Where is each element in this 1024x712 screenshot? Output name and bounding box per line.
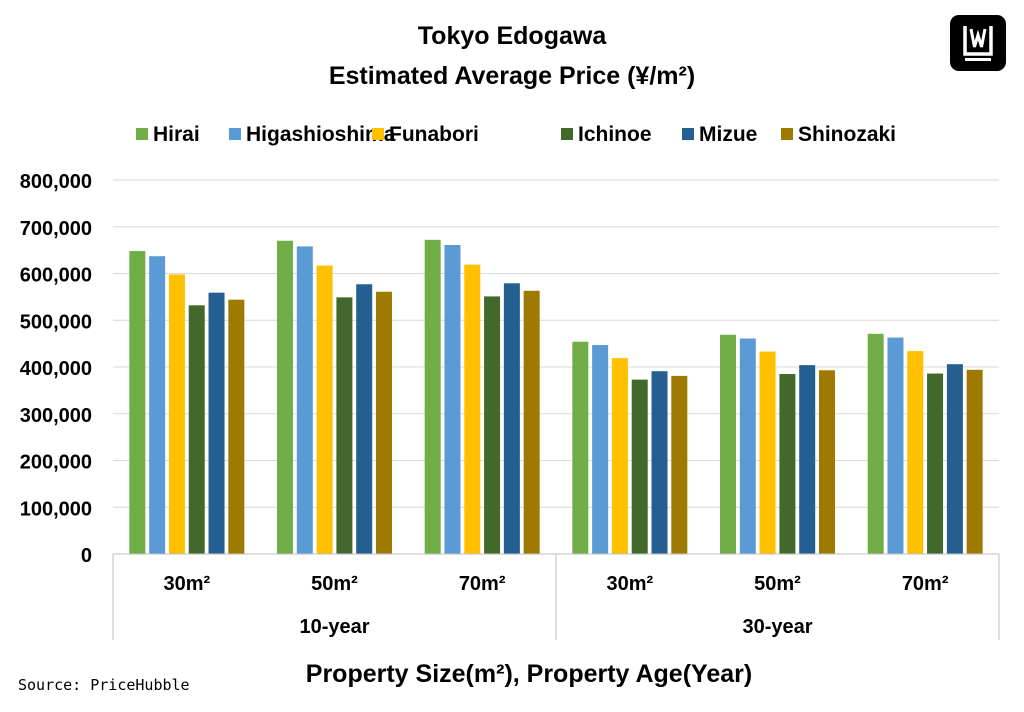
legend-swatch xyxy=(229,128,241,140)
bars xyxy=(129,239,983,555)
source-note: Source: PriceHubble xyxy=(18,676,190,694)
x-tick-label: 70m² xyxy=(459,573,506,595)
bar-hirai-4 xyxy=(720,334,736,554)
bar-higashioshima-4 xyxy=(739,338,756,554)
bar-ichinoe-4 xyxy=(779,374,796,554)
bar-shinozaki-1 xyxy=(376,291,392,554)
bar-mizue-0 xyxy=(208,292,225,554)
legend-swatch xyxy=(682,128,694,140)
bar-mizue-5 xyxy=(946,364,963,554)
y-tick-label: 300,000 xyxy=(20,405,92,427)
bar-mizue-4 xyxy=(799,365,816,554)
legend-swatch xyxy=(781,128,793,140)
y-tick-label: 700,000 xyxy=(20,218,92,240)
x-group-label: 30-year xyxy=(742,616,812,638)
bar-shinozaki-4 xyxy=(819,370,835,554)
x-tick-label: 50m² xyxy=(754,573,801,595)
x-tick-label: 30m² xyxy=(163,573,210,595)
bar-higashioshima-1 xyxy=(296,246,313,554)
bar-funabori-4 xyxy=(759,351,776,554)
legend-swatch xyxy=(372,128,384,140)
legend-label: Mizue xyxy=(699,123,757,146)
bar-hirai-1 xyxy=(277,240,293,554)
y-tick-label: 400,000 xyxy=(20,358,92,380)
legend-swatch xyxy=(561,128,573,140)
bar-shinozaki-5 xyxy=(966,369,983,554)
bar-hirai-2 xyxy=(424,239,441,554)
x-tick-label: 50m² xyxy=(311,573,358,595)
x-tick-label: 70m² xyxy=(902,573,949,595)
legend-label: Funabori xyxy=(389,123,479,146)
bar-mizue-3 xyxy=(651,371,668,554)
bar-hirai-3 xyxy=(572,341,589,554)
bar-shinozaki-3 xyxy=(671,375,688,554)
bar-higashioshima-3 xyxy=(592,345,609,554)
y-tick-label: 800,000 xyxy=(20,171,92,193)
legend-label: Ichinoe xyxy=(578,123,652,146)
bar-shinozaki-2 xyxy=(523,290,540,554)
bar-funabori-5 xyxy=(907,351,924,554)
bar-ichinoe-5 xyxy=(927,373,944,554)
bar-shinozaki-0 xyxy=(228,299,245,554)
legend-swatch xyxy=(136,128,148,140)
bar-funabori-1 xyxy=(316,265,333,554)
bar-mizue-2 xyxy=(503,283,520,554)
bar-funabori-2 xyxy=(464,264,481,554)
bar-funabori-0 xyxy=(168,274,185,554)
chart-title: Tokyo Edogawa xyxy=(417,22,607,50)
bar-ichinoe-1 xyxy=(336,297,353,554)
bar-higashioshima-2 xyxy=(444,244,461,555)
x-group-label: 10-year xyxy=(299,616,369,638)
bar-funabori-3 xyxy=(611,358,628,554)
bar-hirai-0 xyxy=(129,251,146,554)
bar-higashioshima-5 xyxy=(887,337,904,554)
y-tick-label: 200,000 xyxy=(20,452,92,474)
gridlines xyxy=(113,179,999,508)
bar-higashioshima-0 xyxy=(149,256,166,554)
chart-subtitle: Estimated Average Price (¥/m²) xyxy=(328,62,696,90)
bar-hirai-5 xyxy=(867,333,884,554)
x-axis: 30m² 50m² 70m² 30m² 50m² 70m² 10-year 30-year xyxy=(112,553,1000,640)
bar-ichinoe-3 xyxy=(631,379,648,554)
bar-ichinoe-2 xyxy=(484,296,501,554)
legend-label: Hirai xyxy=(153,123,200,146)
x-axis-title: Property Size(m²), Property Age(Year) xyxy=(305,660,753,688)
x-tick-label: 30m² xyxy=(606,573,653,595)
y-tick-label: 0 xyxy=(81,545,92,567)
y-tick-label: 500,000 xyxy=(20,311,92,333)
legend-label: Shinozaki xyxy=(798,123,896,146)
bar-mizue-1 xyxy=(356,284,373,554)
w-logo-icon xyxy=(950,15,1006,71)
y-tick-label: 100,000 xyxy=(20,498,92,520)
y-tick-label: 600,000 xyxy=(20,265,92,287)
bar-ichinoe-0 xyxy=(188,305,205,554)
legend-label: Higashioshima xyxy=(246,123,396,146)
y-axis: 0 100,000 200,000 300,000 400,000 500,000 600,… xyxy=(20,171,92,567)
